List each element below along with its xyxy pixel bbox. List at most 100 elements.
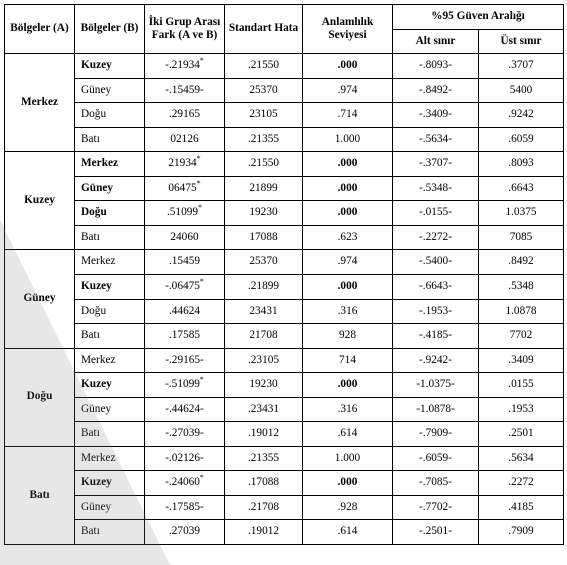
ci-upper: .0155 bbox=[479, 373, 564, 398]
table-row: Doğu.2916523105.714-.3409-.9242 bbox=[5, 103, 564, 128]
mean-diff: .29165 bbox=[145, 103, 225, 128]
table-row: BatıMerkez-.02126-.213551.000-.6059-.563… bbox=[5, 446, 564, 471]
region-b: Kuzey bbox=[75, 275, 145, 300]
region-b: Güney bbox=[75, 397, 145, 422]
sig-level: .000 bbox=[303, 201, 393, 226]
col-se: Standart Hata bbox=[225, 5, 303, 54]
ci-upper: .9242 bbox=[479, 103, 564, 128]
ci-lower: -.0155- bbox=[393, 201, 479, 226]
region-b: Batı bbox=[75, 422, 145, 447]
ci-lower: -1.0375- bbox=[393, 373, 479, 398]
group-label: Merkez bbox=[5, 54, 75, 152]
ci-lower: -.7702- bbox=[393, 495, 479, 520]
ci-upper: 7702 bbox=[479, 324, 564, 349]
mean-diff: -.44624- bbox=[145, 397, 225, 422]
table-row: Kuzey-.51099*19230.000-1.0375-.0155 bbox=[5, 373, 564, 398]
region-b: Doğu bbox=[75, 103, 145, 128]
sig-level: .000 bbox=[303, 471, 393, 496]
mean-diff: .27039 bbox=[145, 520, 225, 545]
sig-level: .974 bbox=[303, 78, 393, 103]
table-row: DoğuMerkez-.29165-.23105714-.9242-.3409 bbox=[5, 348, 564, 373]
ci-upper: 1.0878 bbox=[479, 299, 564, 324]
ci-lower: -.7085- bbox=[393, 471, 479, 496]
ci-upper: .2501 bbox=[479, 422, 564, 447]
mean-diff: .17585 bbox=[145, 324, 225, 349]
col-ci-low: Alt sınır bbox=[393, 29, 479, 54]
sig-level: .000 bbox=[303, 275, 393, 300]
std-error: .21355 bbox=[225, 446, 303, 471]
table-row: Doğu.51099*19230.000-.0155-1.0375 bbox=[5, 201, 564, 226]
region-b: Batı bbox=[75, 520, 145, 545]
mean-diff: .51099* bbox=[145, 201, 225, 226]
ci-lower: -.9242- bbox=[393, 348, 479, 373]
ci-upper: .7909 bbox=[479, 520, 564, 545]
std-error: .21355 bbox=[225, 127, 303, 152]
group-label: Batı bbox=[5, 446, 75, 544]
table-row: GüneyMerkez.1545925370.974-.5400-.8492 bbox=[5, 250, 564, 275]
ci-lower: -.2272- bbox=[393, 225, 479, 250]
mean-diff: -.02126- bbox=[145, 446, 225, 471]
region-b: Batı bbox=[75, 324, 145, 349]
ci-upper: 5400 bbox=[479, 78, 564, 103]
sig-level: .316 bbox=[303, 397, 393, 422]
region-b: Güney bbox=[75, 495, 145, 520]
ci-lower: -.5400- bbox=[393, 250, 479, 275]
mean-diff: -.17585- bbox=[145, 495, 225, 520]
mean-diff: -.27039- bbox=[145, 422, 225, 447]
group-label: Güney bbox=[5, 250, 75, 348]
table-row: Güney-.15459-25370.974-.8492-5400 bbox=[5, 78, 564, 103]
ci-upper: .2272 bbox=[479, 471, 564, 496]
ci-lower: -.1953- bbox=[393, 299, 479, 324]
ci-lower: -1.0878- bbox=[393, 397, 479, 422]
region-b: Kuzey bbox=[75, 54, 145, 79]
ci-upper: .8093 bbox=[479, 152, 564, 177]
table-row: Doğu.4462423431.316-.1953-1.0878 bbox=[5, 299, 564, 324]
group-label: Doğu bbox=[5, 348, 75, 446]
sig-level: .614 bbox=[303, 422, 393, 447]
ci-upper: 1.0375 bbox=[479, 201, 564, 226]
table-row: Batı.27039.19012.614-.2501-.7909 bbox=[5, 520, 564, 545]
region-b: Batı bbox=[75, 127, 145, 152]
region-b: Batı bbox=[75, 225, 145, 250]
table-row: Batı.1758521708928-.4185-7702 bbox=[5, 324, 564, 349]
ci-lower: -.8093- bbox=[393, 54, 479, 79]
sig-level: .000 bbox=[303, 176, 393, 201]
ci-lower: -.2501- bbox=[393, 520, 479, 545]
ci-lower: -.6059- bbox=[393, 446, 479, 471]
mean-diff: 06475* bbox=[145, 176, 225, 201]
col-ci: %95 Güven Aralığı bbox=[393, 5, 564, 30]
std-error: .21708 bbox=[225, 495, 303, 520]
std-error: 21708 bbox=[225, 324, 303, 349]
ci-upper: .6643 bbox=[479, 176, 564, 201]
ci-upper: 7085 bbox=[479, 225, 564, 250]
sig-level: 928 bbox=[303, 324, 393, 349]
std-error: .19012 bbox=[225, 422, 303, 447]
ci-upper: .3707 bbox=[479, 54, 564, 79]
sig-level: 1.000 bbox=[303, 446, 393, 471]
sig-level: .000 bbox=[303, 152, 393, 177]
region-b: Doğu bbox=[75, 201, 145, 226]
ci-lower: -.4185- bbox=[393, 324, 479, 349]
table-row: Güney-.44624-.23431.316-1.0878-.1953 bbox=[5, 397, 564, 422]
mean-diff: -.29165- bbox=[145, 348, 225, 373]
mean-diff: .15459 bbox=[145, 250, 225, 275]
ci-upper: .8492 bbox=[479, 250, 564, 275]
region-b: Kuzey bbox=[75, 471, 145, 496]
mean-diff: -.24060* bbox=[145, 471, 225, 496]
std-error: 23431 bbox=[225, 299, 303, 324]
ci-upper: .4185 bbox=[479, 495, 564, 520]
ci-lower: -.6643- bbox=[393, 275, 479, 300]
sig-level: .928 bbox=[303, 495, 393, 520]
sig-level: .000 bbox=[303, 54, 393, 79]
mean-diff: .44624 bbox=[145, 299, 225, 324]
sig-level: .623 bbox=[303, 225, 393, 250]
std-error: .21550 bbox=[225, 152, 303, 177]
std-error: 23105 bbox=[225, 103, 303, 128]
table-row: Batı-.27039-.19012.614-.7909-.2501 bbox=[5, 422, 564, 447]
sig-level: .316 bbox=[303, 299, 393, 324]
ci-upper: .6059 bbox=[479, 127, 564, 152]
region-b: Güney bbox=[75, 176, 145, 201]
std-error: .17088 bbox=[225, 471, 303, 496]
col-b: Bölgeler (B) bbox=[75, 5, 145, 54]
sig-level: 714 bbox=[303, 348, 393, 373]
